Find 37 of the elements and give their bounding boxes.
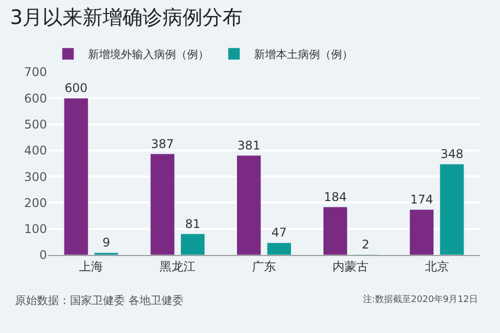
data-label: 47 [271,226,287,240]
data-label: 174 [410,192,434,207]
y-tick-label: 600 [24,91,47,106]
y-tick-label: 0 [39,248,47,262]
legend-label: 新增本土病例（例） [254,48,353,62]
text: 原始数据：国家卫健委 各地卫健委 [15,294,184,307]
chart-title: 3月以来新增确诊病例分布 [10,4,243,29]
y-tick-label: 500 [24,117,47,132]
bar [94,252,119,255]
bar [440,164,464,255]
text: 注:数据截至2020年9月12日 [363,294,478,305]
bar [409,209,434,255]
data-label: 600 [64,81,88,96]
bar [322,206,348,255]
x-tick-label: 北京 [424,259,449,274]
x-tick-label: 广东 [252,259,276,274]
y-tick-label: 400 [24,144,47,158]
data-label: 81 [185,216,200,231]
bar [180,234,206,255]
legend-label: 新增境外输入病例（例） [88,48,209,62]
data-label: 2 [362,237,370,252]
bar [150,154,175,255]
x-tick-label: 内蒙古 [332,259,368,274]
y-tick-label: 300 [24,170,47,184]
bar [236,155,262,255]
data-label: 184 [324,190,347,204]
bar [64,98,88,255]
data-label: 387 [151,136,174,151]
data-label: 381 [237,138,260,152]
data-label: 9 [102,236,110,250]
data-label: 348 [440,147,464,162]
y-tick-label: 200 [24,196,47,210]
y-tick-label: 700 [24,65,47,80]
x-tick-label: 黑龙江 [160,259,196,274]
x-tick-label: 上海 [79,259,104,274]
y-tick-label: 100 [24,222,47,236]
bar [266,242,292,255]
